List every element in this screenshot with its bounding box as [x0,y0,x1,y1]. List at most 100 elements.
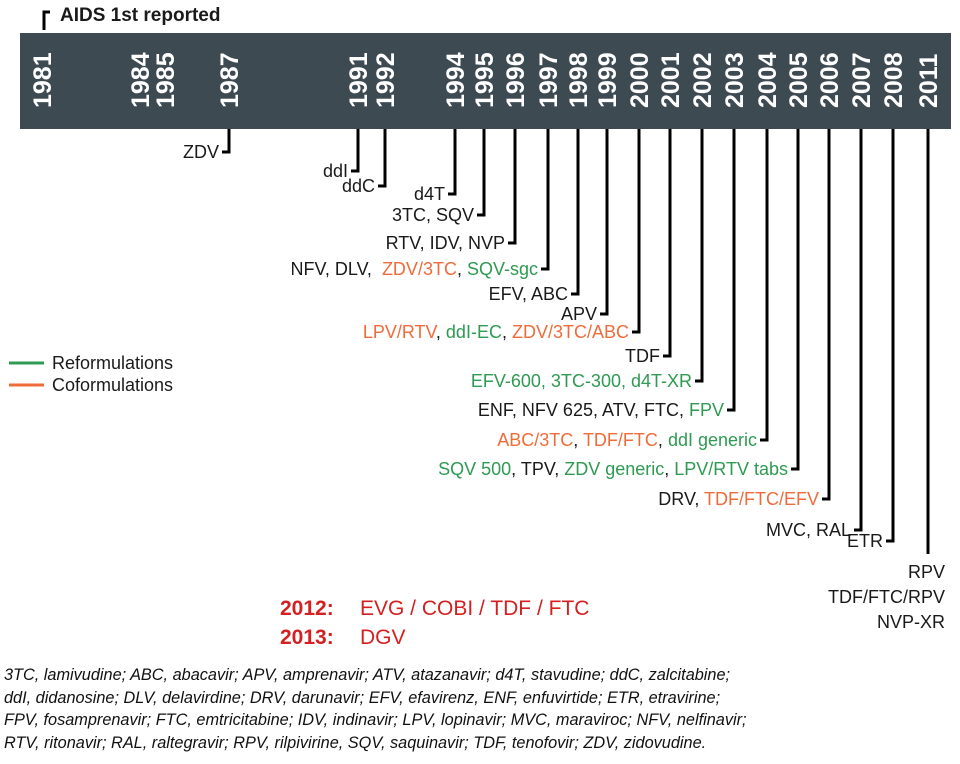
leader-line [822,129,831,501]
event-label-part: ZDV generic [564,459,664,479]
event-label-part: RTV, IDV, NVP [386,233,505,253]
year-label: 1994 [442,52,470,108]
event-label: ENF, NFV 625, ATV, FTC, FPV [478,400,724,420]
leader-line [541,129,550,271]
event-label-part: APV [561,304,597,324]
event-label: ZDV [183,142,219,162]
event-label-part: TDF/FTC [583,430,658,450]
legend-label: Coformulations [52,375,173,395]
legend-item: Coformulations [9,375,173,395]
event-label-part: NFV, DLV, [291,259,382,279]
year-label: 1996 [502,52,530,108]
event-label: RTV, IDV, NVP [386,233,505,253]
leader-line [886,129,895,543]
event-label-part: SQV 500 [438,459,511,479]
leader-line [663,129,672,358]
event-label-part: SQV-sgc [467,259,538,279]
abbreviation-footnote: 3TC, lamivudine; ABC, abacavir; APV, amp… [4,664,956,754]
event-label: TDF [625,346,660,366]
leader-line [351,129,360,173]
event-1996: RTV, IDV, NVP [386,129,517,253]
event-label-part: , TPV, [511,459,564,479]
event-label: 3TC, SQV [392,205,474,225]
aids-first-reported-label: AIDS 1st reported [60,5,220,26]
event-label-part: , [502,322,512,342]
event-1997: NFV, DLV, ZDV/3TC, SQV-sgc [291,129,550,279]
year-label: 2005 [785,52,813,108]
footnote-line: RTV, ritonavir; RAL, raltegravir; RPV, r… [4,733,707,752]
event-1992: ddC [342,129,387,196]
footnote-line: FPV, fosamprenavir; FTC, emtricitabine; … [4,711,747,729]
legend-item: Reformulations [9,353,173,373]
event-label-part: DRV, [658,489,704,509]
later-drugs: EVG / COBI / TDF / FTC [360,597,589,620]
event-label-part: ddI-EC [446,322,502,342]
year-label: 2006 [816,52,844,108]
leader-line [378,129,387,188]
year-label: 2008 [880,52,908,108]
year-label: 1987 [216,52,244,108]
year-label: 1998 [565,52,593,108]
leader-line [571,129,580,296]
event-label-part: , [573,430,583,450]
later-approval-row: 2012: EVG / COBI / TDF / FTC [280,597,589,620]
event-label: ddI [323,161,348,181]
event-label-part: d4T [414,184,445,204]
event-label-part: ddI [323,161,348,181]
event-label: EFV, ABC [489,284,568,304]
year-label: 1981 [29,52,57,108]
legend-label: Reformulations [52,353,173,373]
year-label: 2001 [657,52,685,108]
event-label-part: EFV-600, 3TC-300, d4T-XR [471,371,692,391]
year-label: 1985 [152,52,180,108]
event-2004: ABC/3TC, TDF/FTC, ddI generic [497,129,769,450]
event-label-part: RPV [908,562,945,582]
event-label: MVC, RAL [766,520,851,540]
event-label-part: LPV/RTV tabs [674,459,788,479]
event-label-part: 3TC, SQV [392,205,474,225]
event-label-part: ddC [342,176,375,196]
event-label: RPV [908,562,945,582]
year-label: 2004 [754,52,782,108]
event-label: APV [561,304,597,324]
event-label-part: ETR [847,531,883,551]
event-label: d4T [414,184,445,204]
leader-line [508,129,517,245]
event-label-part: ABC/3TC [497,430,573,450]
event-2008: ETR [847,129,895,551]
year-label: 2002 [689,52,717,108]
event-2011: RPV TDF/FTC/RPV NVP-XR [828,129,945,632]
year-band [20,33,951,129]
year-label: 1999 [594,52,622,108]
leader-line [791,129,800,471]
later-year: 2013: [280,626,334,649]
event-label-part: , [457,259,467,279]
event-label-part: , [664,459,674,479]
year-label: 1992 [372,52,400,108]
event-label: ETR [847,531,883,551]
event-1998: EFV, ABC [489,129,580,304]
later-drugs: DGV [360,626,406,649]
year-label: 1991 [345,52,373,108]
event-label: LPV/RTV, ddI-EC, ZDV/3TC/ABC [363,322,629,342]
event-label-part: TDF [625,346,660,366]
event-2000: LPV/RTV, ddI-EC, ZDV/3TC/ABC [363,129,641,342]
event-2007: MVC, RAL [766,129,863,540]
event-label-part: ddI generic [668,430,757,450]
event-label-part: EFV, ABC [489,284,568,304]
leader-line [695,129,704,383]
event-label-part: ZDV [183,142,219,162]
event-label-part: FPV [689,400,724,420]
event-label: NFV, DLV, ZDV/3TC, SQV-sgc [291,259,538,279]
event-label: DRV, TDF/FTC/EFV [658,489,819,509]
footnote-line: ddI, didanosine; DLV, delavirdine; DRV, … [4,688,721,707]
event-label: ddC [342,176,375,196]
later-year: 2012: [280,597,334,620]
year-label: 2000 [626,52,654,108]
event-2001: TDF [625,129,672,366]
year-label: 2003 [721,52,749,108]
leader-line [727,129,736,412]
year-label: 2007 [848,52,876,108]
